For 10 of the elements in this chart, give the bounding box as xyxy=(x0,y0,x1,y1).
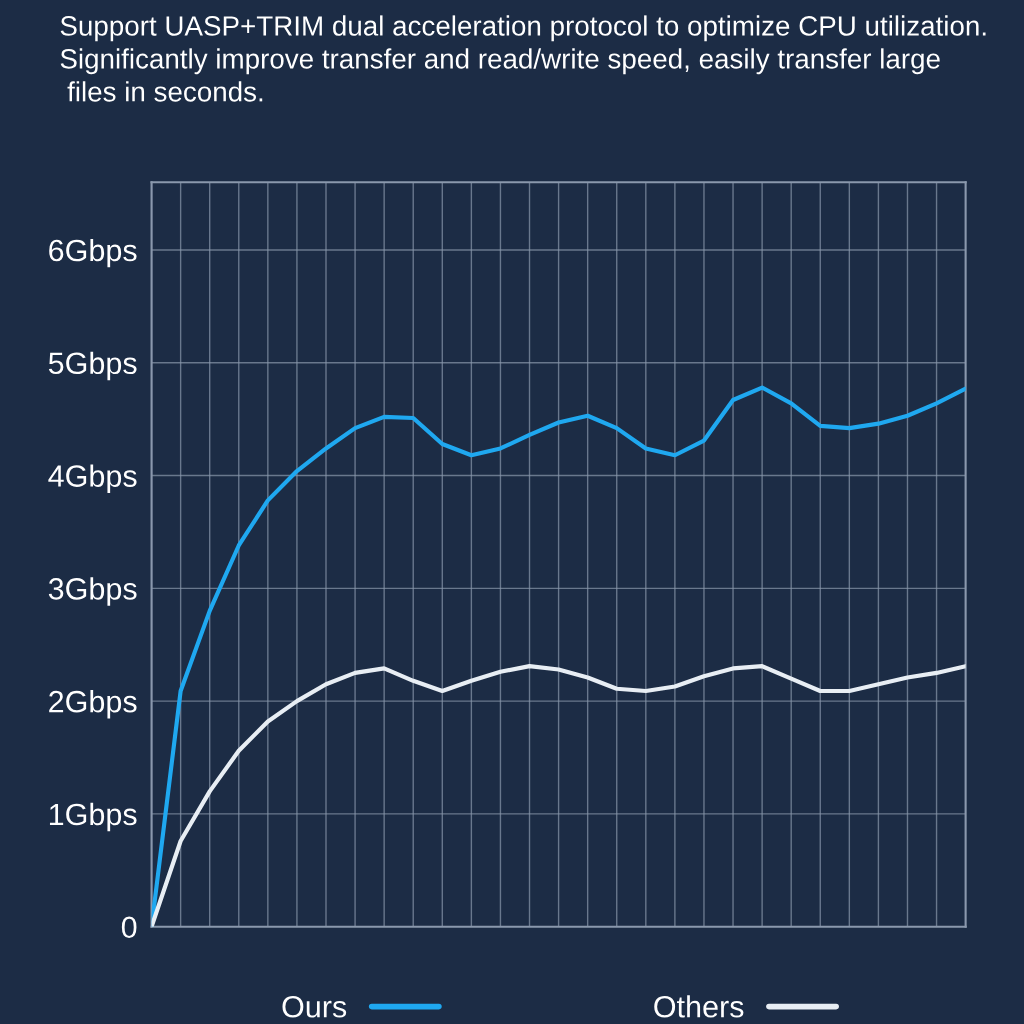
y-tick-label: 0 xyxy=(121,916,137,939)
chart-title: Support UASP+TRIM dual acceleration protocol to optimize CPU utilization. Significantly improve transfer and read/write speed, easily transfer large files in seconds. xyxy=(60,15,986,102)
y-tick-label: 2Gbps xyxy=(49,690,137,719)
y-tick-label: 3Gbps xyxy=(48,577,137,606)
y-tick-label: 1Gbps xyxy=(49,802,137,832)
y-tick-label: 4Gbps xyxy=(48,464,137,493)
legend-label: Others xyxy=(654,995,744,1018)
y-tick-label: 6Gbps xyxy=(49,238,137,268)
y-tick-label: 5Gbps xyxy=(48,351,137,381)
legend-label: Ours xyxy=(282,995,347,1018)
